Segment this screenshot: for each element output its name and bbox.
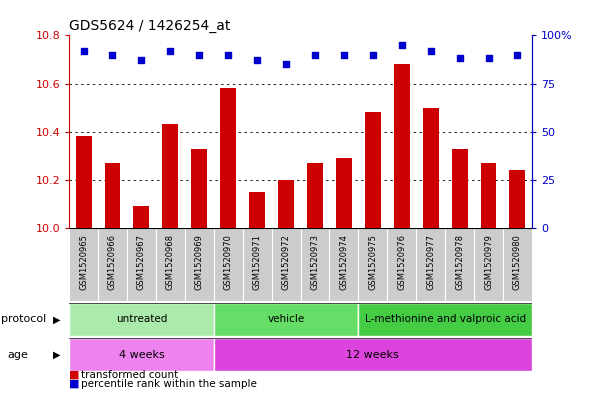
- Bar: [358, 228, 387, 301]
- Point: [426, 48, 436, 54]
- Bar: [451, 149, 468, 228]
- Text: GSM1520976: GSM1520976: [397, 234, 406, 290]
- Bar: [69, 228, 98, 301]
- Text: GSM1520971: GSM1520971: [252, 234, 261, 290]
- Point: [455, 55, 465, 62]
- Point: [339, 51, 349, 58]
- Point: [310, 51, 320, 58]
- Point: [484, 55, 493, 62]
- Text: protocol: protocol: [1, 314, 46, 324]
- Point: [79, 48, 88, 54]
- Text: GSM1520978: GSM1520978: [455, 234, 464, 290]
- Point: [397, 42, 406, 48]
- Text: GSM1520968: GSM1520968: [166, 234, 175, 290]
- Text: age: age: [7, 350, 28, 360]
- Bar: [185, 228, 214, 301]
- Bar: [214, 338, 532, 371]
- Text: GSM1520974: GSM1520974: [340, 234, 349, 290]
- Bar: [76, 136, 91, 228]
- Text: vehicle: vehicle: [267, 314, 305, 324]
- Point: [368, 51, 377, 58]
- Point: [195, 51, 204, 58]
- Point: [224, 51, 233, 58]
- Bar: [336, 158, 352, 228]
- Bar: [127, 228, 156, 301]
- Bar: [510, 170, 525, 228]
- Text: GDS5624 / 1426254_at: GDS5624 / 1426254_at: [69, 19, 231, 33]
- Bar: [69, 303, 214, 336]
- Text: ■: ■: [69, 370, 79, 380]
- Bar: [105, 163, 120, 228]
- Text: transformed count: transformed count: [81, 370, 178, 380]
- Point: [165, 48, 175, 54]
- Bar: [98, 228, 127, 301]
- Bar: [162, 125, 178, 228]
- Text: GSM1520966: GSM1520966: [108, 234, 117, 290]
- Bar: [481, 163, 496, 228]
- Text: GSM1520965: GSM1520965: [79, 234, 88, 290]
- Text: untreated: untreated: [116, 314, 167, 324]
- Bar: [365, 112, 381, 228]
- Text: 4 weeks: 4 weeks: [118, 350, 164, 360]
- Bar: [394, 64, 410, 228]
- Text: GSM1520973: GSM1520973: [311, 234, 320, 290]
- Bar: [133, 206, 150, 228]
- Text: 12 weeks: 12 weeks: [346, 350, 399, 360]
- Text: GSM1520980: GSM1520980: [513, 234, 522, 290]
- Text: ▶: ▶: [53, 350, 60, 360]
- Text: GSM1520970: GSM1520970: [224, 234, 233, 290]
- Bar: [474, 228, 503, 301]
- Bar: [358, 303, 532, 336]
- Bar: [329, 228, 358, 301]
- Bar: [423, 108, 439, 228]
- Bar: [416, 228, 445, 301]
- Bar: [191, 149, 207, 228]
- Bar: [387, 228, 416, 301]
- Bar: [156, 228, 185, 301]
- Point: [513, 51, 522, 58]
- Text: L-methionine and valproic acid: L-methionine and valproic acid: [365, 314, 526, 324]
- Bar: [69, 338, 214, 371]
- Point: [136, 57, 146, 64]
- Bar: [214, 303, 358, 336]
- Bar: [243, 228, 272, 301]
- Bar: [220, 88, 236, 228]
- Point: [281, 61, 291, 68]
- Bar: [214, 228, 243, 301]
- Bar: [300, 228, 329, 301]
- Bar: [503, 228, 532, 301]
- Text: GSM1520979: GSM1520979: [484, 234, 493, 290]
- Point: [252, 57, 262, 64]
- Bar: [445, 228, 474, 301]
- Bar: [249, 192, 265, 228]
- Text: GSM1520977: GSM1520977: [426, 234, 435, 290]
- Bar: [278, 180, 294, 228]
- Text: ■: ■: [69, 379, 79, 389]
- Text: percentile rank within the sample: percentile rank within the sample: [81, 379, 257, 389]
- Bar: [272, 228, 300, 301]
- Text: GSM1520972: GSM1520972: [281, 234, 290, 290]
- Bar: [307, 163, 323, 228]
- Text: GSM1520975: GSM1520975: [368, 234, 377, 290]
- Text: GSM1520967: GSM1520967: [137, 234, 146, 290]
- Point: [108, 51, 117, 58]
- Text: GSM1520969: GSM1520969: [195, 234, 204, 290]
- Text: ▶: ▶: [53, 314, 60, 324]
